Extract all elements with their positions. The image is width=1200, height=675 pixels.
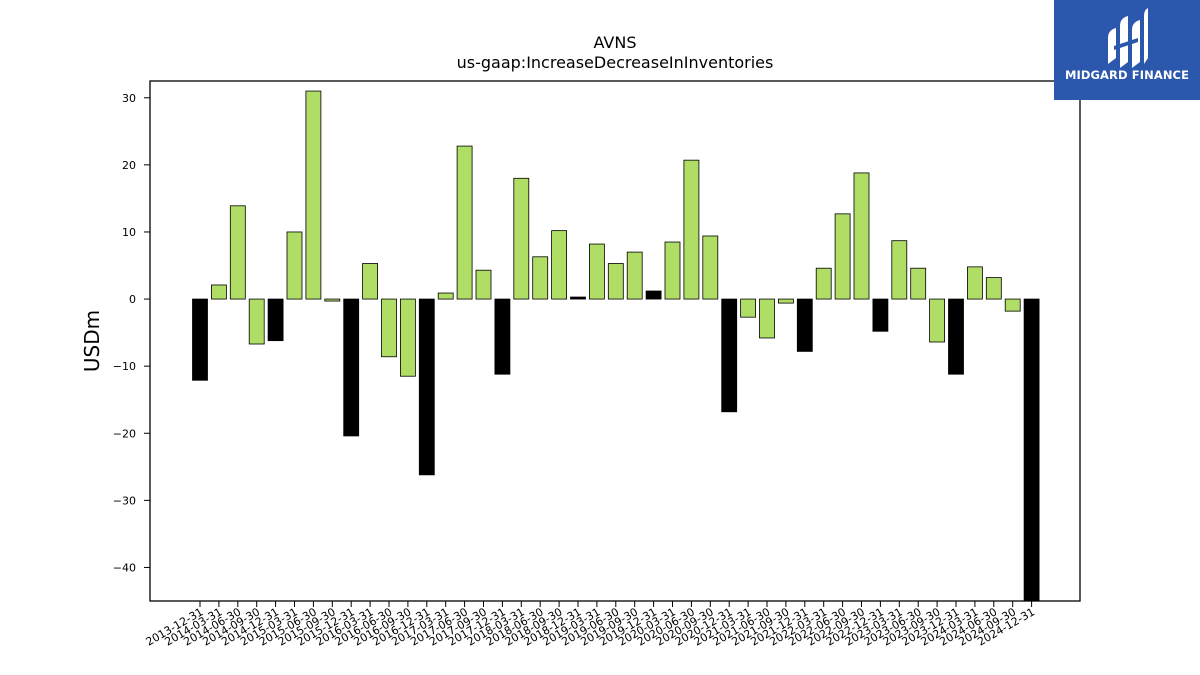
bar-2024-06-30	[985, 277, 1002, 300]
y-tick-label: −20	[113, 427, 136, 440]
bar-2015-03-31	[286, 231, 303, 300]
bar-2020-06-30	[683, 159, 700, 300]
bar-2014-12-31	[267, 298, 284, 342]
bars-group	[192, 90, 1040, 602]
bar-2015-09-30	[324, 298, 341, 302]
bar-2024-12-31	[1023, 298, 1040, 602]
bar-2023-06-30	[910, 267, 927, 300]
x-ticks-group: 2013-12-312014-03-312014-06-302014-09-30…	[144, 601, 1037, 649]
bar-2016-03-31	[362, 263, 379, 300]
bar-2022-12-31	[872, 298, 889, 332]
bar-2015-12-31	[343, 298, 360, 437]
bar-2018-12-31	[570, 296, 586, 300]
bar-2016-12-31	[418, 298, 435, 476]
y-tick-label: 10	[122, 226, 136, 239]
y-tick-label: 30	[122, 92, 136, 105]
bar-2015-06-30	[305, 90, 322, 300]
bar-2018-09-30	[551, 230, 567, 300]
logo: MIDGARD FINANCE	[1054, 0, 1200, 100]
bar-2021-09-30	[778, 298, 794, 304]
plot-frame	[149, 80, 1081, 602]
bar-2023-09-30	[929, 298, 945, 343]
y-tick-label: 0	[129, 293, 136, 306]
y-tick-label: 20	[122, 159, 136, 172]
bar-2021-03-31	[740, 298, 756, 318]
bar-2023-12-31	[948, 298, 964, 375]
y-axis-label: USDm	[80, 310, 104, 372]
midgard-logo-icon	[1108, 8, 1148, 68]
bar-2021-06-30	[759, 298, 775, 339]
bar-2021-12-31	[796, 298, 813, 352]
bar-2022-06-30	[834, 213, 851, 300]
bar-2024-09-30	[1004, 298, 1021, 312]
bar-2019-06-30	[607, 263, 624, 300]
bar-2017-03-31	[437, 292, 454, 300]
bar-2019-12-31	[645, 290, 662, 300]
bar-2017-06-30	[456, 145, 473, 300]
logo-text: MIDGARD FINANCE	[1064, 68, 1190, 82]
bar-2019-09-30	[626, 251, 643, 300]
chart-title: AVNS	[594, 33, 637, 52]
bar-2020-09-30	[702, 235, 719, 300]
bar-2019-03-31	[589, 243, 605, 300]
bar-2024-03-31	[967, 266, 983, 300]
y-tick-label: −10	[113, 360, 136, 373]
y-ticks-group: 30 20 10 0 −10 −20 −30 −40	[113, 92, 150, 574]
bar-2016-09-30	[399, 298, 416, 377]
bar-2014-06-30	[229, 205, 246, 300]
chart-subtitle: us-gaap:IncreaseDecreaseInInventories	[457, 53, 774, 72]
bar-2022-03-31	[815, 267, 832, 300]
bar-2020-12-31	[721, 298, 738, 413]
bar-2018-03-31	[513, 177, 530, 300]
bar-2018-06-30	[532, 256, 549, 300]
bar-2014-03-31	[210, 284, 227, 300]
y-tick-label: −40	[113, 561, 136, 574]
bar-2020-03-31	[664, 241, 681, 300]
y-tick-label: −30	[113, 494, 136, 507]
bar-2022-09-30	[853, 172, 870, 300]
bar-2013-12-31	[192, 298, 208, 381]
bar-2014-09-30	[248, 298, 265, 345]
bar-2016-06-30	[381, 298, 397, 358]
bar-2017-12-31	[494, 298, 511, 375]
bar-2023-03-31	[891, 240, 908, 300]
bar-2017-09-30	[475, 269, 492, 300]
